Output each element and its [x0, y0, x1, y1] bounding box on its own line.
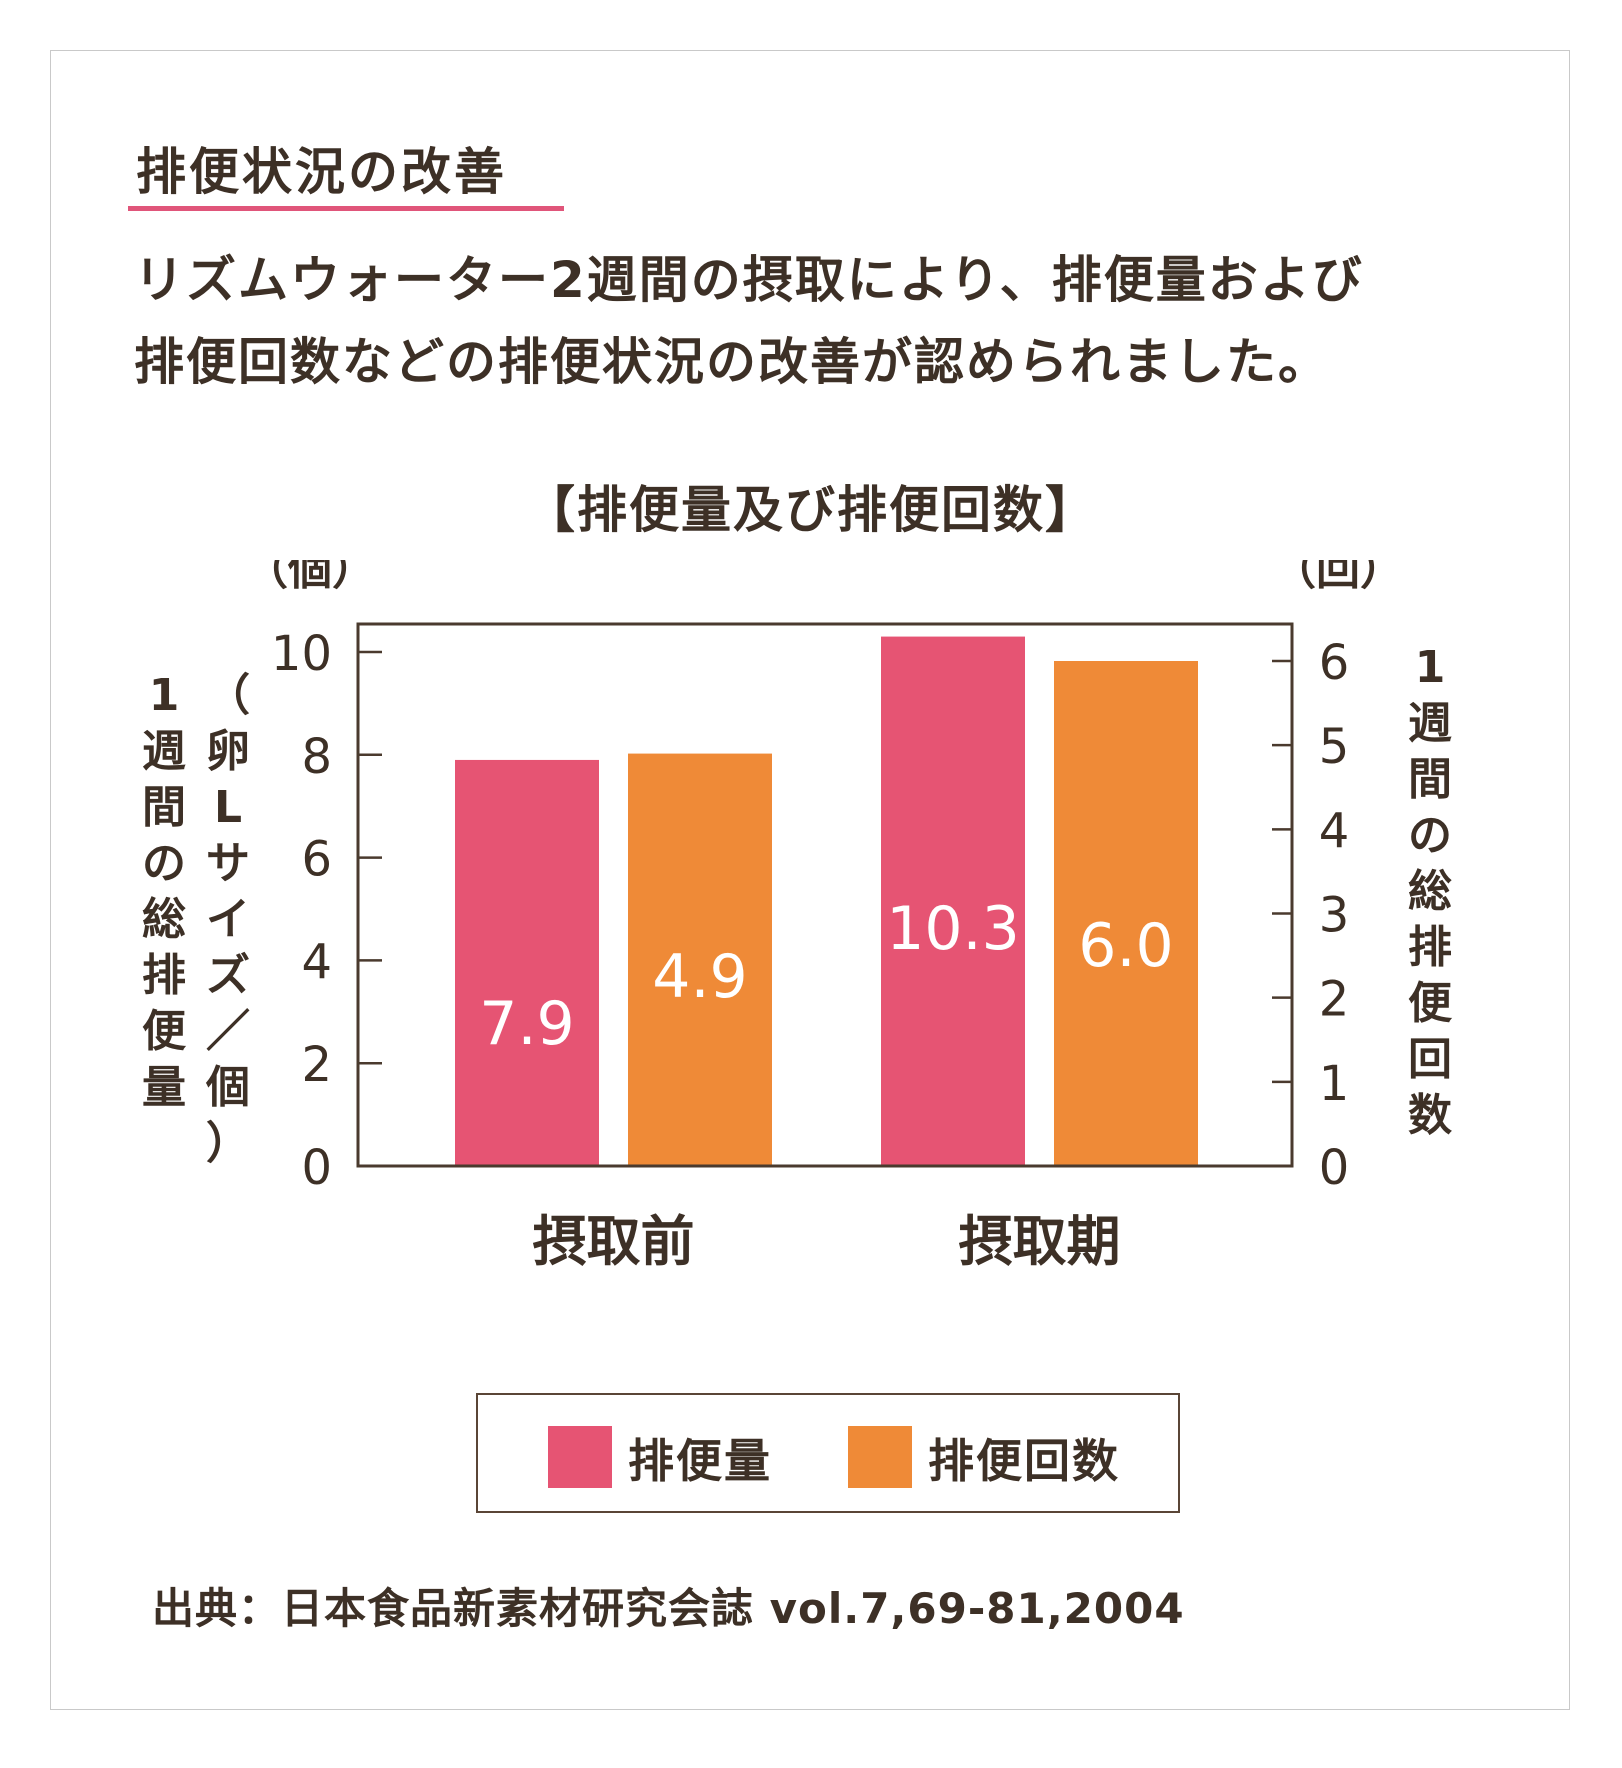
chart-card	[50, 50, 1570, 1710]
legend: 排便量 排便回数	[476, 1393, 1180, 1513]
left-tick-label: 8	[301, 729, 332, 785]
left-tick-label: 10	[271, 626, 332, 682]
source-note: 出典：日本食品新素材研究会誌 vol.7,69-81,2004	[152, 1584, 1185, 1633]
left-tick-label: 4	[301, 934, 332, 990]
right-tick-label: 0	[1319, 1140, 1350, 1196]
right-tick-label: 1	[1319, 1056, 1350, 1112]
left-tick-label: 0	[301, 1140, 332, 1196]
bar-chart: 0 2 4 6 8 10 0 1 2 3 4 5 6 （個） （回） 7.9 4.9 摂取前 10.3 6.0 摂取期	[244, 560, 1404, 1273]
description-line-1: リズムウォーター2週間の摂取により、排便量および	[134, 251, 1364, 309]
left-tick-label: 2	[301, 1037, 332, 1093]
bar-amount-0	[455, 759, 599, 1165]
left-axis-sublabel: （卵 L サイズ／個）	[206, 670, 250, 1169]
right-tick-label: 6	[1319, 635, 1350, 691]
bar-value-label: 10.3	[886, 894, 1020, 964]
bar-amount-1	[881, 636, 1025, 1165]
right-tick-label: 3	[1319, 888, 1350, 944]
right-tick-label: 5	[1319, 719, 1350, 775]
category-label: 摂取前	[533, 1210, 695, 1273]
left-tick-label: 6	[301, 832, 332, 888]
legend-label-amount: 排便量	[628, 1434, 772, 1488]
bar-value-label: 7.9	[479, 989, 574, 1059]
left-axis-unit: （個）	[244, 560, 376, 595]
right-tick-label: 4	[1319, 803, 1350, 859]
legend-swatch-amount	[548, 1426, 612, 1488]
bar-value-label: 6.0	[1078, 911, 1173, 981]
right-axis-unit: （回）	[1272, 560, 1404, 595]
section-heading: 排便状況の改善	[136, 143, 507, 201]
chart-title: 【排便量及び排便回数】	[525, 481, 1097, 539]
bar-count-0	[628, 753, 772, 1165]
heading-underline	[128, 206, 564, 211]
bar-value-label: 4.9	[652, 942, 747, 1012]
description-line-2: 排便回数などの排便状況の改善が認められました。	[134, 333, 1330, 391]
legend-swatch-count	[848, 1426, 912, 1488]
right-tick-label: 2	[1319, 972, 1350, 1028]
legend-label-count: 排便回数	[928, 1434, 1120, 1488]
plot-frame	[356, 622, 1294, 1168]
bar-count-1	[1054, 661, 1198, 1165]
category-label: 摂取期	[959, 1210, 1121, 1273]
